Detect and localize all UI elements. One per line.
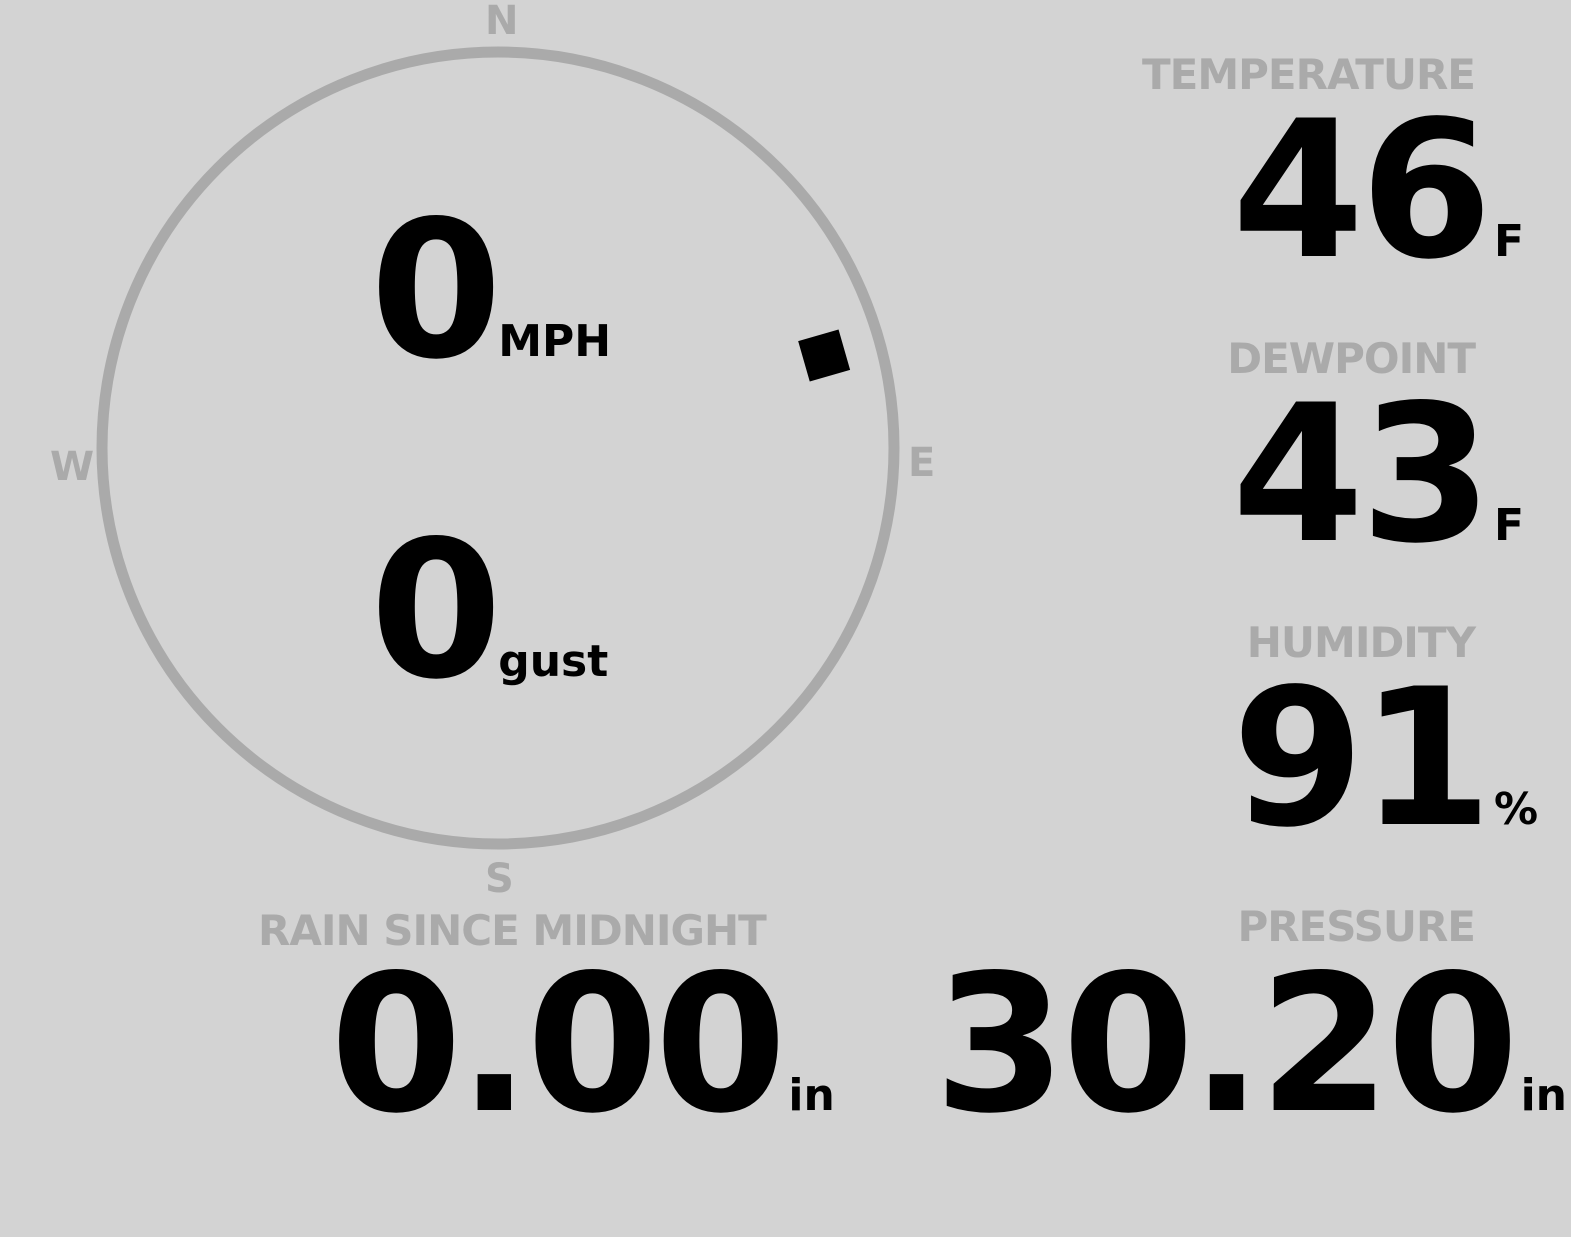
compass-south: S	[485, 856, 514, 902]
rain-label: RAIN SINCE MIDNIGHT	[258, 906, 767, 955]
wind-compass	[96, 46, 900, 850]
wind-gust: 0gust	[370, 516, 608, 706]
wind-speed-value: 0	[370, 180, 502, 401]
wind-speed-unit: MPH	[498, 316, 612, 367]
dewpoint-reading: 43 F	[1232, 380, 1524, 570]
wind-speed: 0MPH	[370, 196, 611, 386]
compass-west: W	[50, 444, 95, 490]
rain-unit: in	[788, 1070, 835, 1121]
pressure-label: PRESSURE	[1237, 902, 1476, 951]
humidity-value: 91	[1232, 648, 1492, 869]
humidity-reading: 91 %	[1232, 664, 1538, 854]
wind-direction-marker	[798, 329, 851, 382]
humidity-unit: %	[1493, 784, 1539, 835]
temperature-label: TEMPERATURE	[1142, 50, 1476, 99]
rain-reading: 0.00 in	[330, 950, 835, 1140]
wind-gust-value: 0	[370, 500, 502, 721]
dewpoint-label: DEWPOINT	[1227, 334, 1476, 383]
dewpoint-unit: F	[1493, 500, 1525, 551]
pressure-value: 30.20	[934, 934, 1519, 1155]
temperature-value: 46	[1232, 80, 1492, 301]
compass-north: N	[485, 0, 519, 44]
temperature-unit: F	[1493, 216, 1525, 267]
rain-value: 0.00	[330, 934, 787, 1155]
compass-east: E	[908, 440, 936, 486]
wind-gust-unit: gust	[498, 636, 609, 687]
temperature-reading: 46 F	[1232, 96, 1524, 286]
compass-ring	[96, 46, 900, 850]
pressure-reading: 30.20 in	[934, 950, 1567, 1140]
humidity-label: HUMIDITY	[1246, 618, 1476, 667]
pressure-unit: in	[1520, 1070, 1567, 1121]
dewpoint-value: 43	[1232, 364, 1492, 585]
